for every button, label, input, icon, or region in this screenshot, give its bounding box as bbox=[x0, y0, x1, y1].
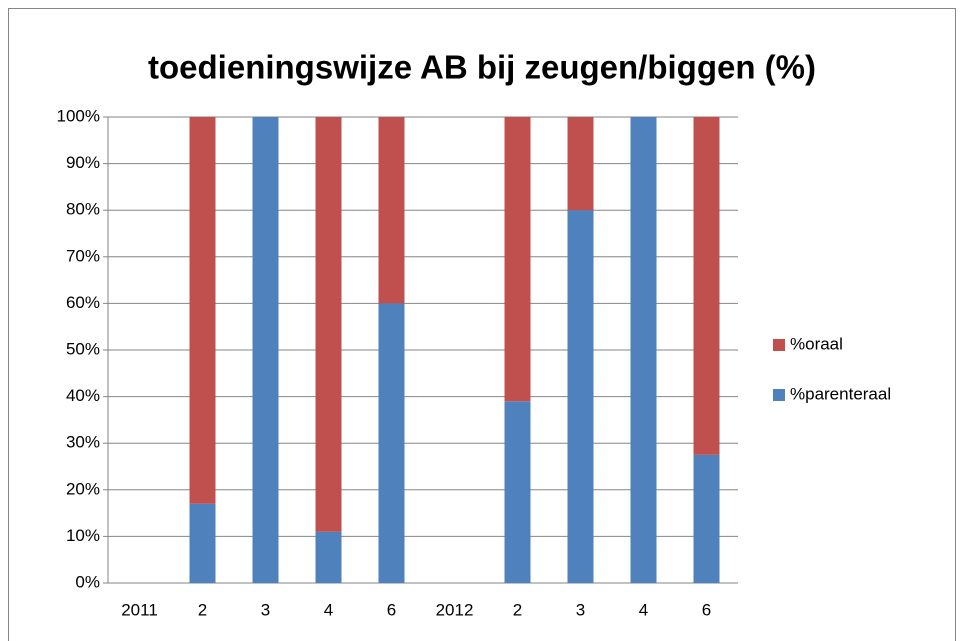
legend-swatch bbox=[773, 339, 785, 351]
bar-segment bbox=[315, 531, 342, 583]
bar-segment bbox=[504, 401, 531, 583]
y-tick-label: 60% bbox=[66, 293, 100, 312]
y-tick-label: 10% bbox=[66, 526, 100, 545]
bar-segment bbox=[567, 117, 594, 211]
bar-segment bbox=[189, 503, 216, 583]
x-tick-label: 3 bbox=[261, 600, 270, 619]
bar-segment bbox=[252, 117, 279, 583]
x-tick-label: 2011 bbox=[121, 600, 158, 619]
bar-segment bbox=[630, 117, 657, 583]
bar-segment bbox=[567, 210, 594, 583]
bar-segment bbox=[693, 454, 720, 583]
chart-border bbox=[8, 8, 956, 641]
x-tick-label: 6 bbox=[387, 600, 396, 619]
x-tick-label: 4 bbox=[639, 600, 648, 619]
bar-segment bbox=[315, 117, 342, 532]
y-tick-label: 30% bbox=[66, 433, 100, 452]
legend-swatch bbox=[773, 389, 785, 401]
x-tick-label: 4 bbox=[324, 600, 333, 619]
bar-segment bbox=[693, 117, 720, 455]
x-tick-label: 2 bbox=[513, 600, 522, 619]
y-tick-label: 0% bbox=[75, 572, 100, 591]
y-tick-label: 100% bbox=[57, 106, 100, 125]
x-tick-label: 2012 bbox=[436, 600, 474, 619]
chart-title: toedieningswijze AB bij zeugen/biggen (%… bbox=[148, 49, 816, 86]
bar-segment bbox=[378, 117, 405, 304]
y-tick-label: 80% bbox=[66, 200, 100, 219]
y-tick-label: 40% bbox=[66, 386, 100, 405]
bar-segment bbox=[189, 117, 216, 504]
x-tick-label: 2 bbox=[198, 600, 207, 619]
x-tick-label: 3 bbox=[576, 600, 585, 619]
legend-label: %oraal bbox=[790, 334, 843, 353]
y-tick-label: 90% bbox=[66, 153, 100, 172]
bar-segment bbox=[504, 117, 531, 402]
x-tick-label: 6 bbox=[702, 600, 711, 619]
y-tick-label: 70% bbox=[66, 246, 100, 265]
y-tick-label: 50% bbox=[66, 339, 100, 358]
legend-label: %parenteraal bbox=[790, 384, 891, 403]
bar-segment bbox=[378, 303, 405, 583]
y-tick-label: 20% bbox=[66, 479, 100, 498]
